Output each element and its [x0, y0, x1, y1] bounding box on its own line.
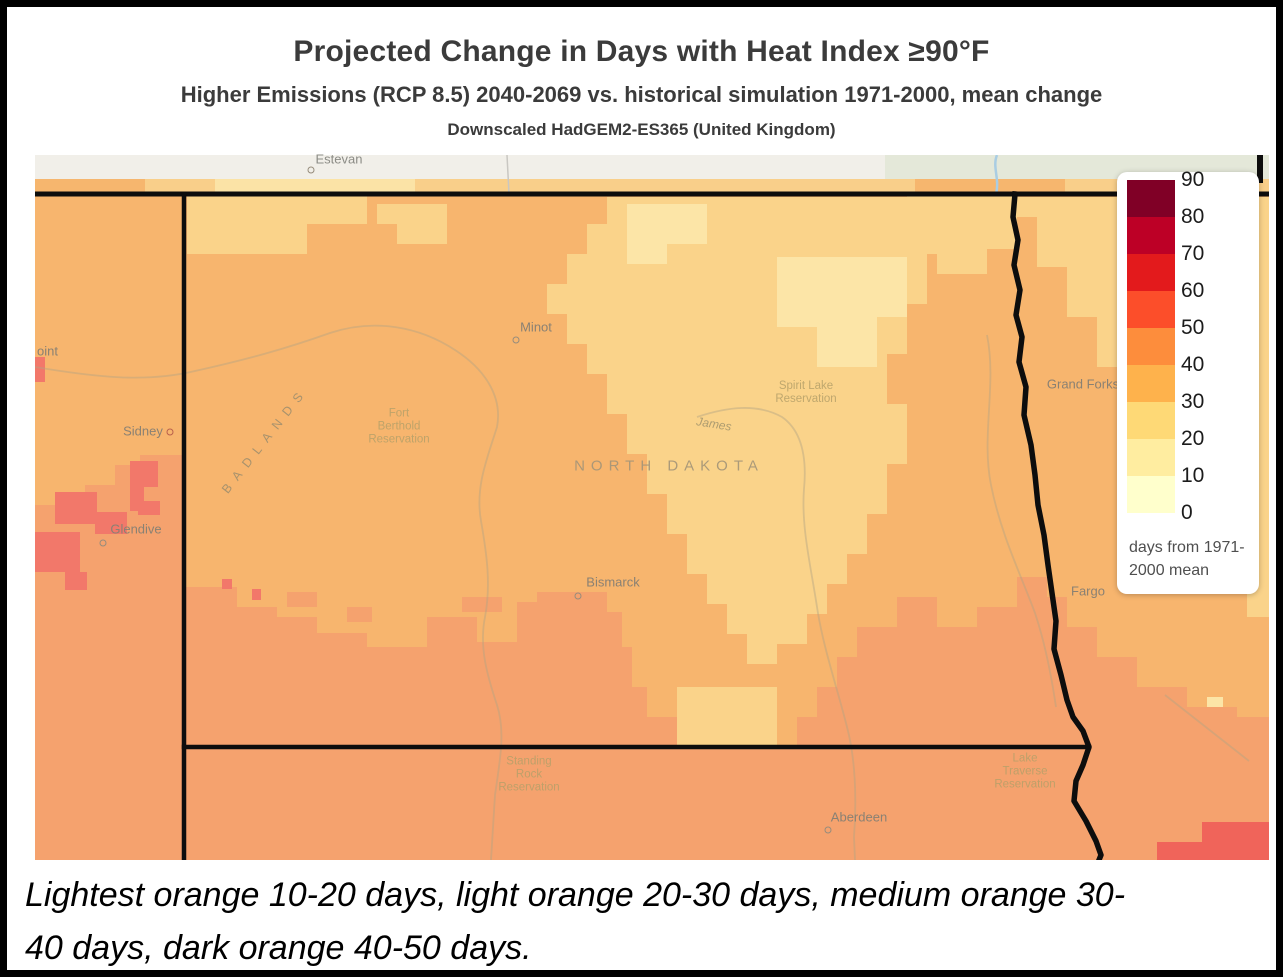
legend-tick: 90: [1181, 168, 1205, 191]
map-legend: 90 80 70 60 50 40 30 20 10 0 days from 1…: [1117, 168, 1259, 594]
minnesota-river: [1164, 694, 1250, 762]
red-patch: [252, 589, 261, 600]
legend-color-70-80: [1127, 217, 1175, 254]
region-canada-band-pale: [215, 179, 415, 194]
legend-colorbar: [1127, 180, 1175, 513]
region-40-50-speck-b: [347, 607, 372, 622]
page-subtitle: Higher Emissions (RCP 8.5) 2040-2069 vs.…: [180, 82, 1103, 107]
legend-color-60-70: [1127, 254, 1175, 291]
legend-tick: 80: [1181, 205, 1205, 228]
red-river-border: [1010, 191, 1104, 860]
legend-color-40-50: [1127, 328, 1175, 365]
legend-tick: 40: [1181, 353, 1205, 376]
town-marker-glendive: [99, 539, 107, 547]
legend-color-50-60: [1127, 291, 1175, 328]
town-marker-estevan: [307, 166, 315, 174]
header-block: Projected Change in Days with Heat Index…: [7, 7, 1276, 140]
town-marker-sidney: [166, 428, 174, 436]
red-patch: [95, 512, 127, 534]
page-title: Projected Change in Days with Heat Index…: [293, 35, 990, 68]
legend-tick: 30: [1181, 390, 1205, 413]
region-canada-band-orange: [915, 179, 1065, 194]
red-patch: [55, 492, 97, 524]
legend-color-80-90: [1127, 180, 1175, 217]
region-20-30-patch: [377, 204, 447, 244]
legend-tick: 0: [1181, 501, 1193, 524]
sheyenne-river: [986, 334, 1057, 708]
legend-color-30-40: [1127, 365, 1175, 402]
region-20-30-northwest: [187, 194, 367, 254]
region-40-50-speck-a: [287, 592, 317, 607]
region-40-50-speck-c: [462, 597, 502, 612]
town-marker-aberdeen: [824, 826, 832, 834]
red-patch: [35, 357, 45, 382]
red-patch: [222, 579, 232, 589]
legend-tick: 50: [1181, 316, 1205, 339]
region-50-60-southeast-corner: [1157, 822, 1269, 860]
legend-tick: 20: [1181, 427, 1205, 450]
red-patch: [130, 461, 158, 511]
legend-caption-line: 2000 mean: [1129, 562, 1210, 579]
region-10-20-patch-a: [627, 204, 707, 264]
legend-caption: days from 1971- 2000 mean: [1129, 536, 1245, 582]
legend-tick: 70: [1181, 242, 1205, 265]
legend-tick: 60: [1181, 279, 1205, 302]
region-10-20-devils-lake: [777, 257, 907, 367]
red-patch: [35, 532, 80, 572]
map-svg: [35, 155, 1269, 860]
region-20-30-river-head: [907, 194, 1017, 274]
region-40-50-south: [35, 455, 1269, 860]
red-patch: [65, 572, 87, 590]
red-patch: [1157, 842, 1269, 860]
region-canada-band-orange2: [35, 179, 145, 194]
missouri-river: [35, 324, 503, 860]
figure-caption: Lightest orange 10-20 days, light orange…: [25, 869, 1270, 970]
town-marker-minot: [512, 336, 520, 344]
red-patch: [138, 501, 160, 515]
town-marker-bismarck: [574, 592, 582, 600]
border-lines: [35, 155, 1269, 860]
legend-color-20-30: [1127, 402, 1175, 439]
model-label: Downscaled HadGEM2-ES365 (United Kingdom…: [447, 120, 836, 139]
legend-tick: 10: [1181, 464, 1205, 487]
canada-road: [506, 155, 510, 195]
legend-color-0-10: [1127, 476, 1175, 513]
region-50-60-southwest-cluster: [35, 357, 261, 600]
legend-caption-line: days from 1971-: [1129, 539, 1245, 556]
red-river-canada: [994, 155, 999, 195]
legend-color-10-20: [1127, 439, 1175, 476]
figure-caption-line: Lightest orange 10-20 days, light orange…: [25, 876, 1126, 914]
town-label-fragment: oint: [37, 343, 58, 359]
figure-caption-line: 40 days, dark orange 40-50 days.: [25, 929, 532, 967]
